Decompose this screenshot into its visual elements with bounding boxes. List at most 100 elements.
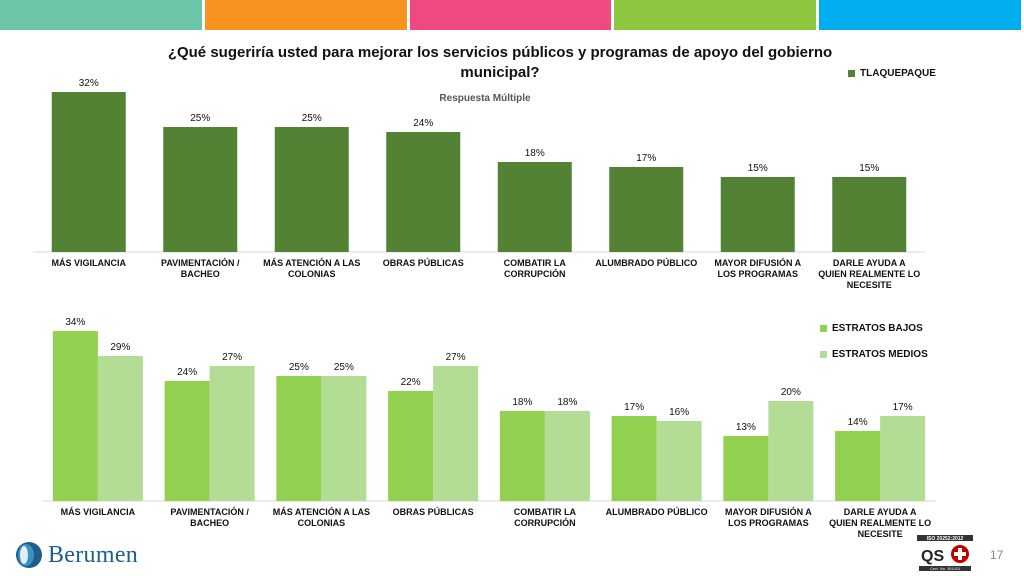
category-label-line: MAYOR DIFUSIÓN A bbox=[724, 507, 812, 517]
category-label-line: LOS PROGRAMAS bbox=[728, 518, 809, 528]
bar bbox=[497, 162, 572, 252]
category-label-line: CORRUPCIÓN bbox=[514, 518, 576, 528]
bar-value-label: 27% bbox=[446, 352, 466, 363]
category-label-line: MÁS ATENCIÓN A LAS bbox=[272, 507, 371, 517]
header-strip-segment bbox=[614, 0, 817, 30]
bar bbox=[164, 381, 210, 501]
category-label-line: MAYOR DIFUSIÓN A bbox=[714, 258, 802, 268]
category-label: MAYOR DIFUSIÓN A LOS PROGRAMAS bbox=[708, 507, 828, 529]
chart-title-line-2: municipal? bbox=[460, 64, 540, 81]
category-label-line: OBRAS PÚBLICAS bbox=[392, 507, 474, 517]
header-strip-segment bbox=[0, 0, 202, 30]
iso-cert-number: Cert. No. 301/S3 bbox=[930, 566, 961, 571]
bar-value-label: 14% bbox=[848, 417, 868, 428]
iso-badge-text: ISO 20252:2012 bbox=[927, 536, 964, 542]
bar bbox=[720, 177, 795, 252]
bar bbox=[388, 391, 434, 501]
bar-value-label: 15% bbox=[859, 163, 879, 174]
bar bbox=[832, 177, 907, 252]
category-label-line: QUIEN REALMENTE LO bbox=[829, 518, 932, 528]
bar-value-label: 17% bbox=[893, 402, 913, 413]
bar bbox=[880, 416, 926, 501]
category-label: MÁS ATENCIÓN A LAS COLONIAS bbox=[261, 507, 381, 529]
bar-value-label: 13% bbox=[736, 422, 756, 433]
category-label: ALUMBRADO PÚBLICO bbox=[586, 258, 706, 269]
category-label: MAYOR DIFUSIÓN A LOS PROGRAMAS bbox=[698, 258, 818, 280]
chart-top-tlaquepaque: 32% 25% 25% 24% 18% 17% 15% 15% bbox=[33, 78, 925, 253]
category-label: COMBATIR LA CORRUPCIÓN bbox=[475, 258, 595, 280]
page-number: 17 bbox=[990, 548, 1004, 562]
category-label-line: MÁS VIGILANCIA bbox=[51, 258, 126, 268]
bar-value-label: 24% bbox=[413, 118, 433, 129]
category-label-line: LOS PROGRAMAS bbox=[717, 269, 798, 279]
header-strip-segment bbox=[204, 0, 407, 30]
category-label-line: MÁS VIGILANCIA bbox=[60, 507, 136, 517]
chart-title-line-1: ¿Qué sugeriría usted para mejorar los se… bbox=[167, 44, 833, 61]
category-label: MÁS VIGILANCIA bbox=[29, 258, 149, 269]
legend-item-tlaquepaque: TLAQUEPAQUE bbox=[848, 68, 936, 79]
category-label-line: PAVIMENTACIÓN / bbox=[161, 258, 240, 268]
category-label: PAVIMENTACIÓN / BACHEO bbox=[150, 507, 270, 529]
bar bbox=[274, 127, 349, 252]
category-label: MÁS ATENCIÓN A LAS COLONIAS bbox=[252, 258, 372, 280]
bar-value-label: 16% bbox=[669, 407, 689, 418]
category-label-line: ALUMBRADO PÚBLICO bbox=[595, 258, 698, 268]
category-label-line: DARLE AYUDA A bbox=[843, 507, 917, 517]
category-label-line: COMBATIR LA bbox=[503, 258, 566, 268]
legend-label-estratos-bajos: ESTRATOS BAJOS bbox=[832, 323, 923, 334]
category-label-line: COLONIAS bbox=[297, 518, 346, 528]
category-label-line: QUIEN REALMENTE LO bbox=[818, 269, 921, 279]
svg-text:QS: QS bbox=[921, 548, 944, 565]
bar bbox=[723, 436, 769, 501]
legend-swatch-tlaquepaque bbox=[848, 70, 855, 77]
bar-value-label: 17% bbox=[636, 153, 656, 164]
legend-item-estratos-bajos: ESTRATOS BAJOS bbox=[820, 323, 923, 334]
category-label-line: ALUMBRADO PÚBLICO bbox=[605, 507, 708, 517]
category-label: OBRAS PÚBLICAS bbox=[363, 258, 483, 269]
legend-swatch-estratos-bajos bbox=[820, 325, 827, 332]
bar bbox=[51, 92, 126, 252]
category-label-line: PAVIMENTACIÓN / bbox=[170, 507, 249, 517]
category-label-line: COMBATIR LA bbox=[513, 507, 577, 517]
bar bbox=[163, 127, 238, 252]
bar bbox=[499, 411, 545, 501]
bar bbox=[321, 376, 367, 501]
bar bbox=[611, 416, 657, 501]
bar-value-label: 18% bbox=[557, 397, 577, 408]
bar-value-label: 25% bbox=[289, 362, 309, 373]
bar-value-label: 25% bbox=[190, 113, 210, 124]
bar-value-label: 27% bbox=[222, 352, 242, 363]
legend-item-estratos-medios: ESTRATOS MEDIOS bbox=[820, 349, 928, 360]
category-label-line: BACHEO bbox=[190, 518, 230, 528]
category-label: ALUMBRADO PÚBLICO bbox=[597, 507, 717, 518]
legend-label-estratos-medios: ESTRATOS MEDIOS bbox=[832, 349, 928, 360]
category-label: DARLE AYUDA A QUIEN REALMENTE LO NECESITE bbox=[809, 258, 929, 291]
bar-value-label: 20% bbox=[781, 387, 801, 398]
berumen-logo-icon bbox=[16, 542, 42, 568]
bar-value-label: 15% bbox=[748, 163, 768, 174]
bar-value-label: 24% bbox=[177, 367, 197, 378]
bar bbox=[97, 356, 143, 501]
legend-swatch-estratos-medios bbox=[820, 351, 827, 358]
bar-value-label: 18% bbox=[512, 397, 532, 408]
bar bbox=[209, 366, 255, 501]
category-label-line: CORRUPCIÓN bbox=[503, 269, 566, 279]
iso-certification-badge: ISO 20252:2012 QS Cert. No. 301/S3 bbox=[915, 529, 975, 573]
header-color-strip bbox=[0, 0, 1024, 30]
bar-value-label: 18% bbox=[525, 148, 545, 159]
bar-value-label: 34% bbox=[65, 317, 85, 328]
bar bbox=[835, 431, 881, 501]
category-label: DARLE AYUDA A QUIEN REALMENTE LO NECESITE bbox=[820, 507, 940, 540]
category-label-line: NECESITE bbox=[846, 280, 892, 290]
bar-value-label: 22% bbox=[401, 377, 421, 388]
category-label: OBRAS PÚBLICAS bbox=[373, 507, 493, 518]
header-strip-segment bbox=[409, 0, 612, 30]
category-label: PAVIMENTACIÓN / BACHEO bbox=[140, 258, 260, 280]
category-label-line: DARLE AYUDA A bbox=[832, 258, 906, 268]
bar bbox=[433, 366, 479, 501]
category-label: MÁS VIGILANCIA bbox=[38, 507, 158, 518]
bar-value-label: 25% bbox=[302, 113, 322, 124]
bar bbox=[768, 401, 814, 501]
bar bbox=[544, 411, 590, 501]
bar bbox=[656, 421, 702, 501]
